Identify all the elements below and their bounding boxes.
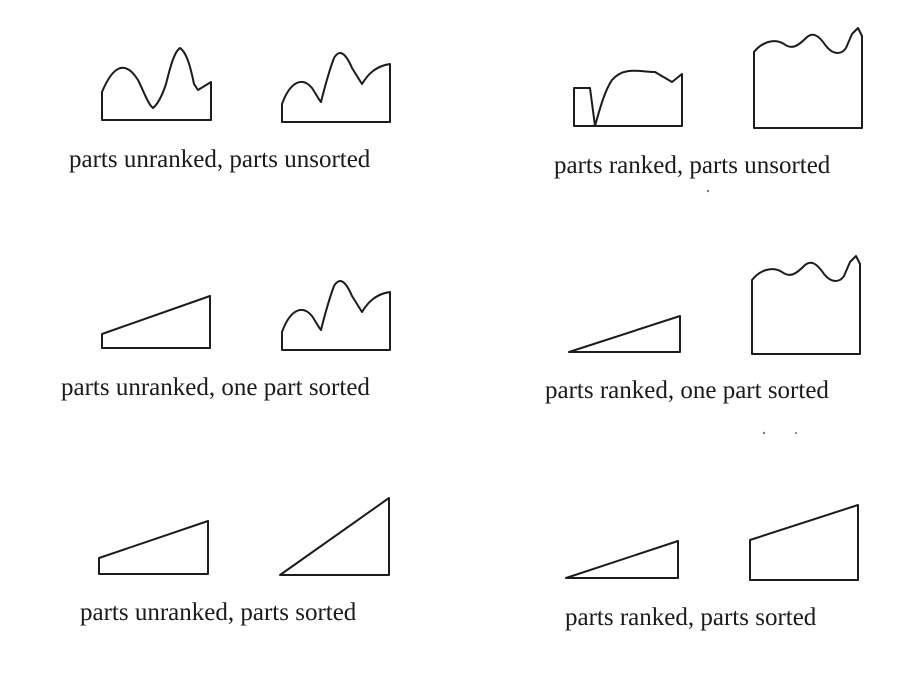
caption-unranked-unsorted: parts unranked, parts unsorted <box>69 146 371 173</box>
caption-unranked-one-sorted: parts unranked, one part sorted <box>61 374 370 401</box>
part-shape-sorted-ramp <box>279 497 390 576</box>
panel-unranked-unsorted: parts unranked, parts unsorted <box>69 47 391 173</box>
part-shape-wavy <box>281 280 391 351</box>
part-shape-sorted-ramp <box>749 504 859 581</box>
caption-ranked-one-sorted: parts ranked, one part sorted <box>545 377 829 404</box>
caption-unranked-sorted: parts unranked, parts sorted <box>80 599 357 626</box>
part-shape-wavy <box>101 47 212 121</box>
panel-unranked-one-sorted: parts unranked, one part sorted <box>61 280 391 401</box>
panel-ranked-unsorted: parts ranked, parts unsorted <box>554 27 863 193</box>
part-shape-wavy <box>281 52 391 123</box>
part-shape-wavy <box>751 255 861 355</box>
part-shape-sorted-ramp <box>565 540 679 579</box>
part-shape-sorted-ramp <box>101 295 211 349</box>
panel-ranked-one-sorted: parts ranked, one part sorted <box>545 255 861 435</box>
part-shape-wavy <box>753 27 863 129</box>
part-shape-sorted-ramp <box>98 520 209 575</box>
part-shape-sorted-ramp <box>568 315 681 353</box>
panel-ranked-sorted: parts ranked, parts sorted <box>565 504 859 631</box>
part-shape-wavy <box>573 69 683 127</box>
caption-ranked-unsorted: parts ranked, parts unsorted <box>554 152 831 179</box>
caption-ranked-sorted: parts ranked, parts sorted <box>565 604 817 631</box>
panel-unranked-sorted: parts unranked, parts sorted <box>80 497 390 626</box>
